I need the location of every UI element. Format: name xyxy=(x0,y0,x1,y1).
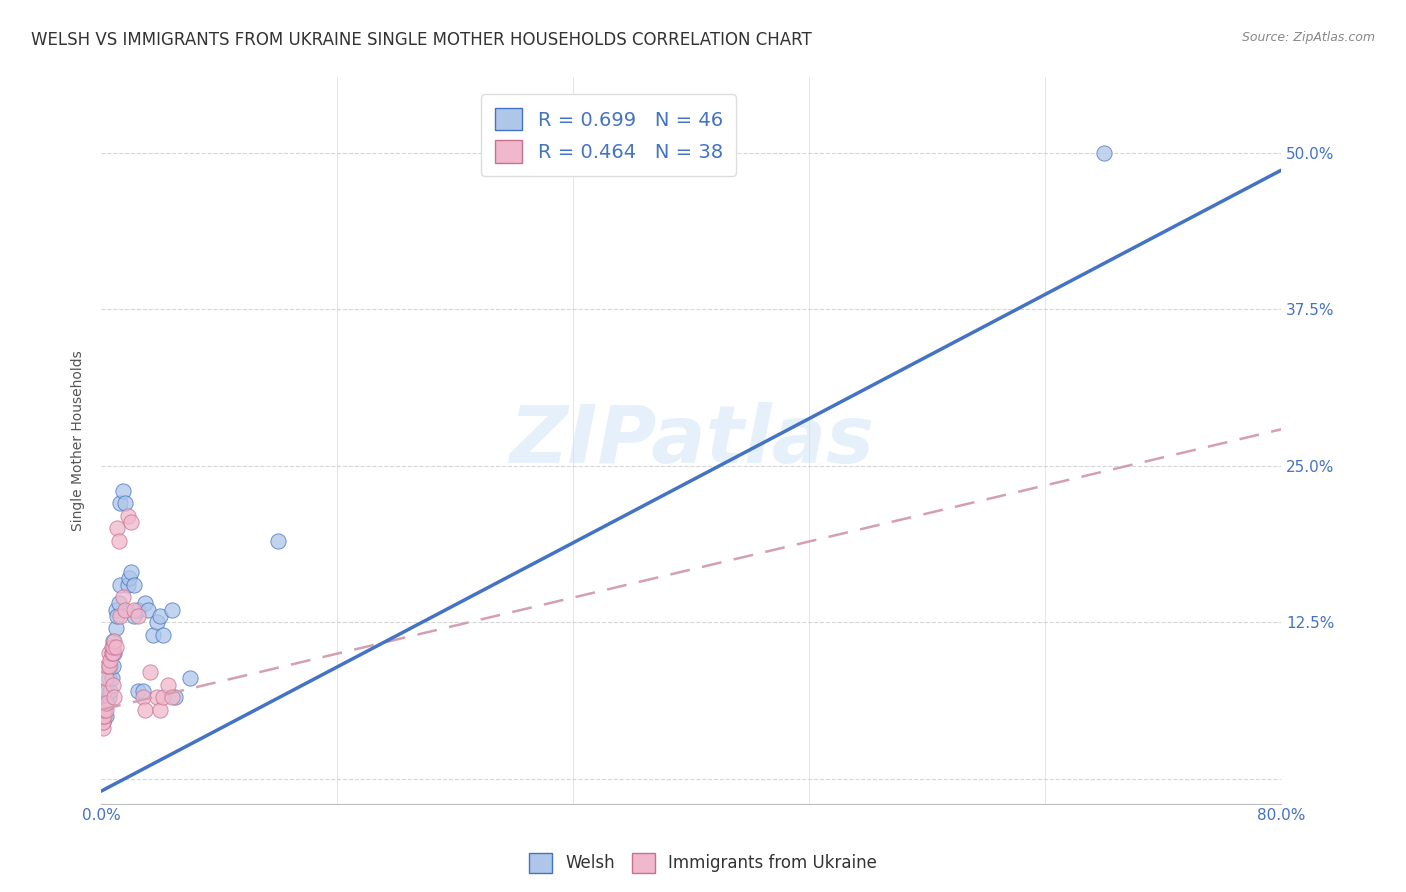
Point xyxy=(101,633,124,648)
Point xyxy=(146,615,169,629)
Point xyxy=(267,533,290,548)
Point xyxy=(100,640,122,654)
Text: Source: ZipAtlas.com: Source: ZipAtlas.com xyxy=(1241,31,1375,45)
Point xyxy=(91,709,114,723)
Point xyxy=(122,577,145,591)
Point xyxy=(110,608,132,623)
Point xyxy=(131,690,153,705)
Point xyxy=(152,690,174,705)
Point xyxy=(91,722,114,736)
Point xyxy=(117,577,139,591)
Point xyxy=(98,653,121,667)
Point xyxy=(1092,145,1115,160)
Point xyxy=(100,672,122,686)
Point xyxy=(142,627,165,641)
Point xyxy=(91,709,114,723)
Point xyxy=(149,608,172,623)
Text: WELSH VS IMMIGRANTS FROM UKRAINE SINGLE MOTHER HOUSEHOLDS CORRELATION CHART: WELSH VS IMMIGRANTS FROM UKRAINE SINGLE … xyxy=(31,31,811,49)
Y-axis label: Single Mother Households: Single Mother Households xyxy=(72,351,86,531)
Point xyxy=(101,646,124,660)
Point xyxy=(97,659,120,673)
Point xyxy=(94,672,117,686)
Point xyxy=(108,596,131,610)
Point xyxy=(160,690,183,705)
Point xyxy=(114,496,136,510)
Point xyxy=(122,608,145,623)
Point xyxy=(94,709,117,723)
Point xyxy=(104,640,127,654)
Point xyxy=(107,521,129,535)
Point xyxy=(96,659,118,673)
Point xyxy=(118,571,141,585)
Point xyxy=(156,678,179,692)
Point xyxy=(179,672,201,686)
Point xyxy=(97,659,120,673)
Point xyxy=(146,690,169,705)
Point xyxy=(127,608,149,623)
Point xyxy=(93,697,115,711)
Legend: Welsh, Immigrants from Ukraine: Welsh, Immigrants from Ukraine xyxy=(522,847,884,880)
Point xyxy=(110,496,132,510)
Point xyxy=(94,697,117,711)
Point xyxy=(98,684,121,698)
Point xyxy=(100,646,122,660)
Point xyxy=(117,508,139,523)
Point xyxy=(96,684,118,698)
Point xyxy=(97,646,120,660)
Point xyxy=(94,684,117,698)
Point xyxy=(91,715,114,730)
Point xyxy=(103,646,125,660)
Point xyxy=(108,533,131,548)
Point xyxy=(103,633,125,648)
Point xyxy=(120,515,142,529)
Point xyxy=(96,697,118,711)
Point xyxy=(120,565,142,579)
Point xyxy=(94,703,117,717)
Text: ZIPatlas: ZIPatlas xyxy=(509,401,873,480)
Legend: R = 0.699   N = 46, R = 0.464   N = 38: R = 0.699 N = 46, R = 0.464 N = 38 xyxy=(481,95,737,177)
Point xyxy=(101,640,124,654)
Point xyxy=(112,590,135,604)
Point xyxy=(93,703,115,717)
Point xyxy=(93,684,115,698)
Point xyxy=(131,684,153,698)
Point xyxy=(138,602,160,616)
Point xyxy=(97,672,120,686)
Point xyxy=(104,621,127,635)
Point xyxy=(104,602,127,616)
Point xyxy=(110,577,132,591)
Point xyxy=(97,690,120,705)
Point xyxy=(127,684,149,698)
Point xyxy=(91,715,114,730)
Point xyxy=(101,678,124,692)
Point xyxy=(122,602,145,616)
Point xyxy=(98,659,121,673)
Point xyxy=(152,627,174,641)
Point xyxy=(149,703,172,717)
Point xyxy=(100,646,122,660)
Point xyxy=(163,690,186,705)
Point xyxy=(94,697,117,711)
Point xyxy=(93,709,115,723)
Point xyxy=(93,703,115,717)
Point xyxy=(101,659,124,673)
Point xyxy=(107,608,129,623)
Point xyxy=(160,602,183,616)
Point xyxy=(114,602,136,616)
Point xyxy=(103,690,125,705)
Point xyxy=(112,483,135,498)
Point xyxy=(134,596,156,610)
Point xyxy=(139,665,162,680)
Point xyxy=(127,602,149,616)
Point xyxy=(134,703,156,717)
